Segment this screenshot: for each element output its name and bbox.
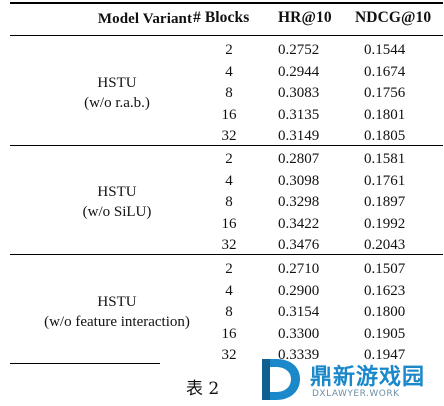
hr10-cell: 0.2944 bbox=[278, 63, 320, 80]
blocks-cell: 4 bbox=[225, 172, 233, 189]
ndcg10-cell: 0.1674 bbox=[364, 63, 406, 80]
hr10-cell: 0.2752 bbox=[278, 42, 320, 58]
ndcg10-cell: 0.1507 bbox=[364, 261, 406, 277]
hr10-cell: 0.3149 bbox=[278, 128, 320, 145]
dx-logo-icon bbox=[262, 359, 300, 400]
header-bottom-rule bbox=[10, 35, 443, 36]
model-variant-cell: HSTU (w/o feature interaction) bbox=[12, 292, 222, 332]
hr10-cell: 0.3135 bbox=[278, 106, 320, 123]
blocks-cell: 8 bbox=[225, 85, 233, 102]
table-caption: 表 2 bbox=[186, 379, 220, 399]
model-variant-name: HSTU bbox=[97, 184, 137, 200]
blocks-cell: 32 bbox=[221, 237, 237, 254]
hr10-cell: 0.2807 bbox=[278, 151, 320, 167]
ndcg10-cell: 0.1947 bbox=[364, 347, 406, 364]
ndcg10-cell: 0.1992 bbox=[364, 215, 406, 232]
ndcg10-cell: 0.1905 bbox=[364, 325, 406, 342]
hr10-cell: 0.3098 bbox=[278, 172, 320, 189]
hr10-cell: 0.3154 bbox=[278, 304, 320, 321]
model-variant-name: HSTU bbox=[97, 75, 137, 91]
hr10-cell: 0.3298 bbox=[278, 194, 320, 211]
hr10-cell: 0.3476 bbox=[278, 237, 320, 254]
ndcg10-cell: 0.1800 bbox=[364, 304, 406, 321]
watermark-subtitle: DXLAWYER.WORK bbox=[312, 389, 400, 399]
group-divider-rule bbox=[10, 145, 443, 146]
blocks-cell: 32 bbox=[221, 347, 237, 364]
ndcg10-cell: 0.1897 bbox=[364, 194, 406, 211]
blocks-cell: 16 bbox=[221, 325, 237, 342]
model-variant-qualifier: (w/o feature interaction) bbox=[44, 314, 190, 330]
hr10-cell: 0.3300 bbox=[278, 325, 320, 342]
blocks-cell: 2 bbox=[225, 151, 233, 167]
hr10-cell: 0.2710 bbox=[278, 261, 320, 277]
ndcg10-cell: 0.2043 bbox=[364, 237, 406, 254]
ndcg10-cell: 0.1761 bbox=[364, 172, 406, 189]
blocks-cell: 4 bbox=[225, 282, 233, 299]
header-hr10: HR@10 bbox=[278, 9, 332, 26]
blocks-cell: 16 bbox=[221, 215, 237, 232]
ndcg10-cell: 0.1805 bbox=[364, 128, 406, 145]
blocks-cell: 8 bbox=[225, 304, 233, 321]
watermark: 鼎新游戏园 DXLAWYER.WORK bbox=[258, 356, 444, 406]
hr10-cell: 0.3339 bbox=[278, 347, 320, 364]
group-divider-rule bbox=[10, 254, 443, 255]
blocks-cell: 16 bbox=[221, 106, 237, 123]
model-variant-cell: HSTU (w/o r.a.b.) bbox=[12, 73, 222, 113]
table-top-rule bbox=[10, 2, 443, 4]
watermark-title: 鼎新游戏园 bbox=[310, 365, 426, 390]
ndcg10-cell: 0.1623 bbox=[364, 282, 406, 299]
blocks-cell: 8 bbox=[225, 194, 233, 211]
blocks-cell: 2 bbox=[225, 261, 233, 277]
model-variant-cell: HSTU (w/o SiLU) bbox=[12, 182, 222, 222]
model-variant-qualifier: (w/o r.a.b.) bbox=[84, 95, 150, 111]
blocks-cell: 2 bbox=[225, 42, 233, 58]
header-model-variant: Model Variant bbox=[97, 11, 193, 27]
blocks-cell: 4 bbox=[225, 63, 233, 80]
ndcg10-cell: 0.1581 bbox=[364, 151, 406, 167]
ndcg10-cell: 0.1544 bbox=[364, 42, 406, 58]
model-variant-name: HSTU bbox=[97, 294, 137, 310]
hr10-cell: 0.2900 bbox=[278, 282, 320, 299]
model-variant-qualifier: (w/o SiLU) bbox=[82, 204, 152, 220]
table-bottom-rule bbox=[10, 363, 160, 364]
ndcg10-cell: 0.1801 bbox=[364, 106, 406, 123]
ndcg10-cell: 0.1756 bbox=[364, 85, 406, 102]
blocks-cell: 32 bbox=[221, 128, 237, 145]
header-ndcg10: NDCG@10 bbox=[355, 9, 432, 26]
header-blocks: # Blocks bbox=[193, 9, 250, 26]
hr10-cell: 0.3083 bbox=[278, 85, 320, 102]
hr10-cell: 0.3422 bbox=[278, 215, 320, 232]
